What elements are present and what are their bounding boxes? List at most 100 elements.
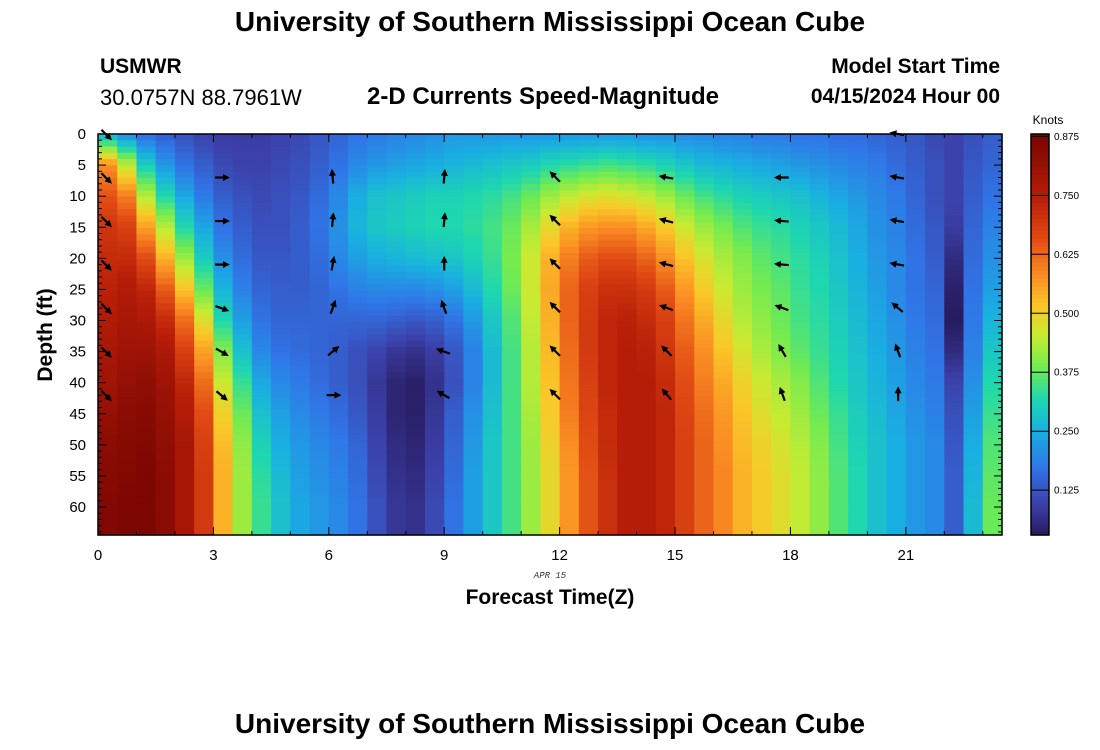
heatmap-cell bbox=[963, 522, 984, 530]
heatmap-cell bbox=[963, 528, 984, 536]
heatmap-cell bbox=[367, 296, 388, 304]
heatmap-cell bbox=[501, 278, 522, 285]
heatmap-cell bbox=[848, 227, 868, 235]
heatmap-cell bbox=[886, 378, 907, 386]
heatmap-cell bbox=[713, 365, 734, 373]
heatmap-cell bbox=[444, 397, 465, 405]
heatmap-cell bbox=[98, 202, 118, 210]
heatmap-cell bbox=[424, 378, 445, 386]
heatmap-cell bbox=[713, 146, 734, 154]
heatmap-cell bbox=[386, 415, 407, 423]
heatmap-cell bbox=[232, 347, 253, 354]
heatmap-cell bbox=[155, 152, 176, 160]
heatmap-cell bbox=[790, 234, 811, 242]
heatmap-cell bbox=[444, 415, 465, 423]
heatmap-cell bbox=[925, 328, 945, 336]
heatmap-cell bbox=[521, 441, 541, 448]
heatmap-cell bbox=[925, 159, 945, 166]
heatmap-cell bbox=[251, 196, 272, 204]
heatmap-cell bbox=[463, 397, 484, 405]
heatmap-cell bbox=[328, 290, 349, 298]
heatmap-cell bbox=[290, 390, 311, 398]
heatmap-cell bbox=[482, 503, 503, 511]
heatmap-cell bbox=[617, 296, 638, 304]
heatmap-cell bbox=[463, 196, 484, 204]
heatmap-cell bbox=[771, 246, 792, 254]
heatmap-cell bbox=[136, 152, 157, 160]
heatmap-cell bbox=[886, 472, 907, 480]
heatmap-cell bbox=[540, 466, 561, 473]
heatmap-cell bbox=[886, 265, 907, 273]
heatmap-cell bbox=[155, 447, 176, 455]
heatmap-cell bbox=[136, 403, 157, 411]
heatmap-cell bbox=[232, 196, 253, 204]
heatmap-cell bbox=[713, 528, 734, 536]
heatmap-cell bbox=[328, 134, 349, 141]
heatmap-cell bbox=[790, 434, 811, 442]
heatmap-cell bbox=[963, 509, 984, 517]
heatmap-cell bbox=[944, 184, 965, 191]
heatmap-cell bbox=[848, 378, 868, 386]
heatmap-cell bbox=[328, 321, 349, 329]
heatmap-cell bbox=[98, 140, 118, 148]
heatmap-cell bbox=[463, 453, 484, 461]
current-arrow bbox=[328, 168, 337, 184]
heatmap-cell bbox=[944, 259, 965, 267]
heatmap-cell bbox=[521, 484, 541, 492]
heatmap-cell bbox=[194, 390, 214, 398]
heatmap-cell bbox=[655, 384, 676, 392]
heatmap-cell bbox=[213, 271, 234, 279]
heatmap-cell bbox=[98, 340, 118, 348]
heatmap-cell bbox=[271, 403, 291, 411]
heatmap-cell bbox=[232, 190, 253, 198]
heatmap-cell bbox=[155, 372, 176, 379]
heatmap-cell bbox=[444, 491, 465, 499]
heatmap-cell bbox=[482, 441, 503, 448]
heatmap-cell bbox=[732, 246, 753, 254]
heatmap-cell bbox=[424, 478, 445, 486]
heatmap-cell bbox=[636, 334, 657, 342]
heatmap-cell bbox=[982, 171, 1003, 179]
heatmap-cell bbox=[521, 397, 541, 405]
heatmap-cell bbox=[848, 259, 868, 267]
heatmap-cell bbox=[405, 390, 426, 398]
heatmap-cell bbox=[636, 309, 657, 317]
heatmap-cell bbox=[444, 253, 465, 260]
heatmap-cell bbox=[982, 234, 1003, 242]
heatmap-cell bbox=[136, 215, 157, 223]
heatmap-cell bbox=[348, 171, 368, 179]
heatmap-cell bbox=[386, 165, 407, 173]
heatmap-cell bbox=[194, 466, 214, 473]
heatmap-cell bbox=[482, 146, 503, 154]
heatmap-cell bbox=[155, 296, 176, 304]
heatmap-cell bbox=[213, 152, 234, 160]
heatmap-cell bbox=[174, 227, 195, 235]
heatmap-cell bbox=[559, 459, 580, 467]
heatmap-cell bbox=[194, 340, 214, 348]
heatmap-cell bbox=[290, 378, 311, 386]
heatmap-cell bbox=[232, 227, 253, 235]
heatmap-cell bbox=[521, 196, 541, 204]
colorbar-segment bbox=[1031, 178, 1049, 183]
heatmap-cell bbox=[944, 478, 965, 486]
heatmap-cell bbox=[501, 516, 522, 524]
heatmap-cell bbox=[886, 365, 907, 373]
heatmap-cell bbox=[694, 447, 715, 455]
heatmap-cell bbox=[136, 315, 157, 323]
heatmap-cell bbox=[348, 234, 368, 242]
heatmap-cell bbox=[559, 296, 580, 304]
heatmap-cell bbox=[367, 253, 388, 260]
heatmap-cell bbox=[905, 522, 926, 530]
heatmap-cell bbox=[617, 190, 638, 198]
heatmap-cell bbox=[501, 215, 522, 223]
heatmap-cell bbox=[501, 209, 522, 217]
heatmap-cell bbox=[386, 171, 407, 179]
heatmap-cell bbox=[905, 140, 926, 148]
heatmap-cell bbox=[867, 516, 888, 524]
heatmap-cell bbox=[386, 159, 407, 166]
heatmap-cell bbox=[405, 209, 426, 217]
heatmap-cell bbox=[251, 359, 272, 367]
heatmap-cell bbox=[905, 441, 926, 448]
heatmap-cell bbox=[271, 334, 291, 342]
heatmap-cell bbox=[482, 415, 503, 423]
